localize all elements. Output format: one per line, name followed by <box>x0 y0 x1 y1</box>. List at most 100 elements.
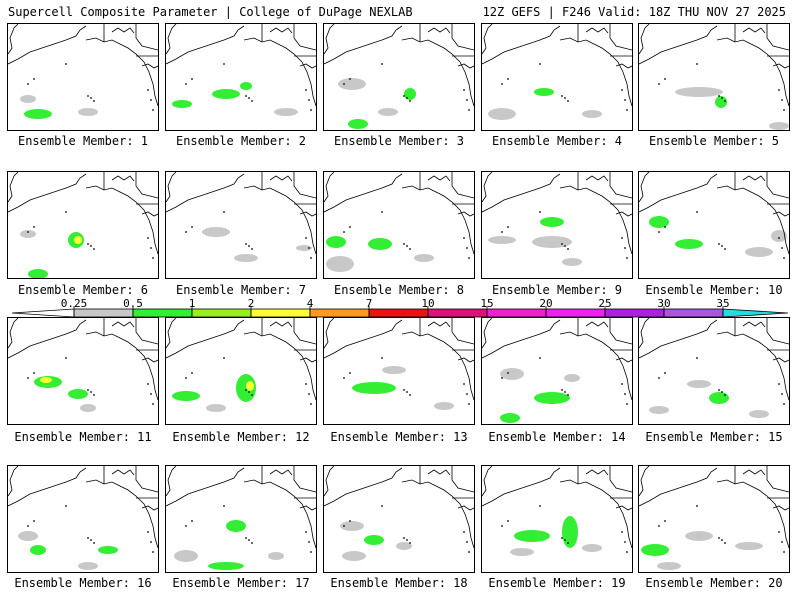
island <box>564 539 566 541</box>
island <box>778 531 780 533</box>
island <box>191 372 193 374</box>
panel-map <box>324 466 474 561</box>
scp-contour-area <box>296 245 312 251</box>
island <box>93 100 95 102</box>
island <box>33 520 35 522</box>
ensemble-panel <box>7 171 159 279</box>
coastline <box>269 321 293 328</box>
coastline <box>401 185 474 255</box>
colorbar-tick-label: 0.5 <box>123 297 143 310</box>
island <box>626 551 628 553</box>
island <box>305 383 307 385</box>
coastline <box>482 172 493 203</box>
ensemble-member-label: Ensemble Member: 11 <box>14 430 152 444</box>
scp-contour-area <box>404 88 416 100</box>
ensemble-member-label: Ensemble Member: 14 <box>488 430 626 444</box>
ensemble-panel <box>165 23 317 131</box>
island <box>409 394 411 396</box>
coastline <box>716 37 789 107</box>
ensemble-member-label: Ensemble Member: 15 <box>645 430 783 444</box>
ensemble-member-label: Ensemble Member: 13 <box>330 430 468 444</box>
scp-contour-area <box>40 377 52 383</box>
coastline <box>482 25 561 65</box>
coastline <box>141 505 158 511</box>
island <box>381 211 383 213</box>
island <box>150 393 152 395</box>
island <box>147 89 149 91</box>
island <box>248 539 250 541</box>
scp-contour-area <box>562 516 578 548</box>
island <box>466 247 468 249</box>
scp-contour-area <box>514 530 550 542</box>
island <box>721 97 723 99</box>
scp-contour-area <box>226 520 246 532</box>
colorbar-segment <box>486 308 547 318</box>
coastline <box>427 321 451 328</box>
island <box>349 372 351 374</box>
scp-contour-area <box>488 108 516 120</box>
island <box>658 231 660 233</box>
island <box>658 377 660 379</box>
island <box>310 403 312 405</box>
coastline <box>324 173 403 213</box>
ensemble-panel <box>481 465 633 573</box>
scp-contour-area <box>364 535 384 545</box>
island <box>718 537 720 539</box>
ensemble-panel <box>7 23 159 131</box>
island <box>27 83 29 85</box>
coastline <box>742 27 766 34</box>
model-run-info: 12Z GEFS | F246 Valid: 18Z THU NOV 27 20… <box>482 5 786 19</box>
scp-contour-area <box>562 258 582 266</box>
island <box>406 391 408 393</box>
scp-contour-area <box>414 254 434 262</box>
ensemble-member-label: Ensemble Member: 2 <box>175 134 307 148</box>
ensemble-member-label: Ensemble Member: 18 <box>330 576 468 590</box>
island <box>539 357 541 359</box>
colorbar-segment <box>663 308 724 318</box>
ensemble-panel <box>323 465 475 573</box>
coastline <box>111 175 135 182</box>
coastline <box>766 466 789 493</box>
coastline <box>609 318 632 345</box>
ensemble-panel <box>7 465 159 573</box>
island <box>343 377 345 379</box>
coastline <box>772 357 789 363</box>
coastline <box>427 469 451 476</box>
coastline <box>243 331 316 401</box>
scp-contour-area <box>352 382 396 394</box>
island <box>308 393 310 395</box>
ensemble-panel <box>481 171 633 279</box>
coastline <box>639 467 718 507</box>
panel-map <box>482 172 632 266</box>
colorbar-segment <box>427 308 488 318</box>
island <box>65 63 67 65</box>
island <box>468 257 470 259</box>
island <box>468 109 470 111</box>
scp-contour-area <box>675 87 723 97</box>
ensemble-panel <box>165 171 317 279</box>
island <box>406 97 408 99</box>
island <box>718 389 720 391</box>
coastline <box>457 211 474 217</box>
panel-map <box>639 318 789 418</box>
island <box>27 231 29 233</box>
scp-contour-area <box>326 236 346 248</box>
scp-contour-area <box>246 381 254 391</box>
coastline <box>8 172 19 203</box>
ensemble-member-label: Ensemble Member: 1 <box>17 134 149 148</box>
scp-contour-area <box>534 392 570 404</box>
scp-contour-area <box>500 368 524 380</box>
coastline <box>243 37 316 107</box>
island <box>724 542 726 544</box>
island <box>90 245 92 247</box>
ensemble-panel <box>638 465 790 573</box>
island <box>409 248 411 250</box>
island <box>466 99 468 101</box>
island <box>621 531 623 533</box>
island <box>468 551 470 553</box>
scp-contour-area <box>206 404 226 412</box>
ensemble-member-label: Ensemble Member: 9 <box>491 283 623 297</box>
coastline <box>8 318 19 349</box>
island <box>539 63 541 65</box>
scp-contour-area <box>268 552 284 560</box>
